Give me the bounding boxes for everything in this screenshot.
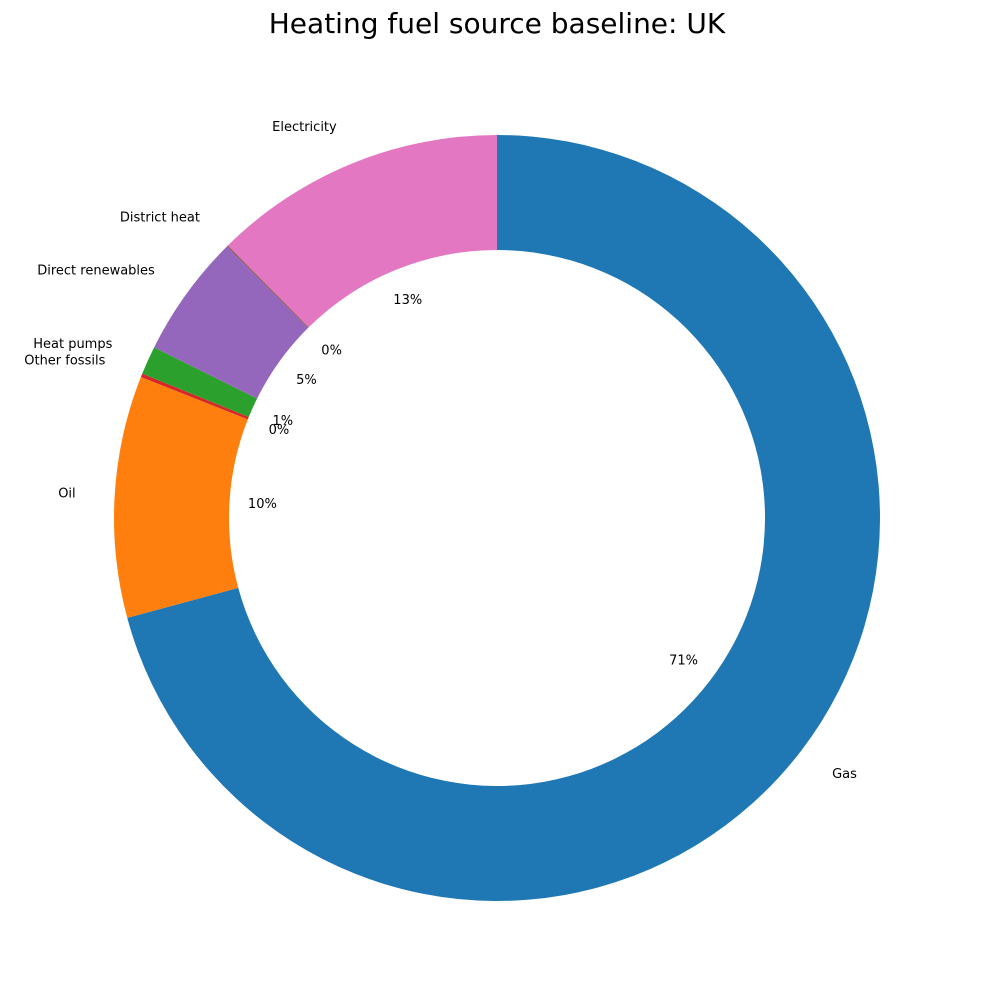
slice-label-oil: Oil — [58, 487, 75, 502]
pct-label-electricity: 13% — [393, 293, 422, 308]
slices-group — [114, 135, 880, 901]
pct-label-district-heat: 0% — [321, 344, 342, 359]
pct-label-gas: 71% — [669, 653, 698, 668]
slice-gas — [127, 135, 880, 901]
labels-group: Gas 71% Oil 10% Other fossils 0% Heat pumps 1% D… — [24, 120, 857, 782]
slice-oil — [114, 377, 248, 618]
slice-heat-pumps — [142, 347, 258, 417]
slice-electricity — [227, 135, 497, 328]
slice-other-fossils — [140, 373, 249, 420]
slice-label-direct-renewables: Direct renewables — [37, 264, 155, 279]
slice-label-district-heat: District heat — [120, 211, 200, 226]
slice-label-gas: Gas — [832, 767, 857, 782]
slice-direct-renewables — [154, 246, 309, 399]
chart-title: Heating fuel source baseline: UK — [269, 7, 726, 40]
slice-label-heat-pumps: Heat pumps — [33, 337, 112, 352]
slice-district-heat — [227, 245, 309, 328]
slice-label-electricity: Electricity — [272, 120, 337, 135]
pct-label-heat-pumps: 1% — [273, 414, 294, 429]
pct-label-direct-renewables: 5% — [296, 373, 317, 388]
pct-label-other-fossils: 0% — [269, 423, 290, 438]
slice-label-other-fossils: Other fossils — [24, 353, 105, 368]
pct-label-oil: 10% — [248, 497, 277, 512]
